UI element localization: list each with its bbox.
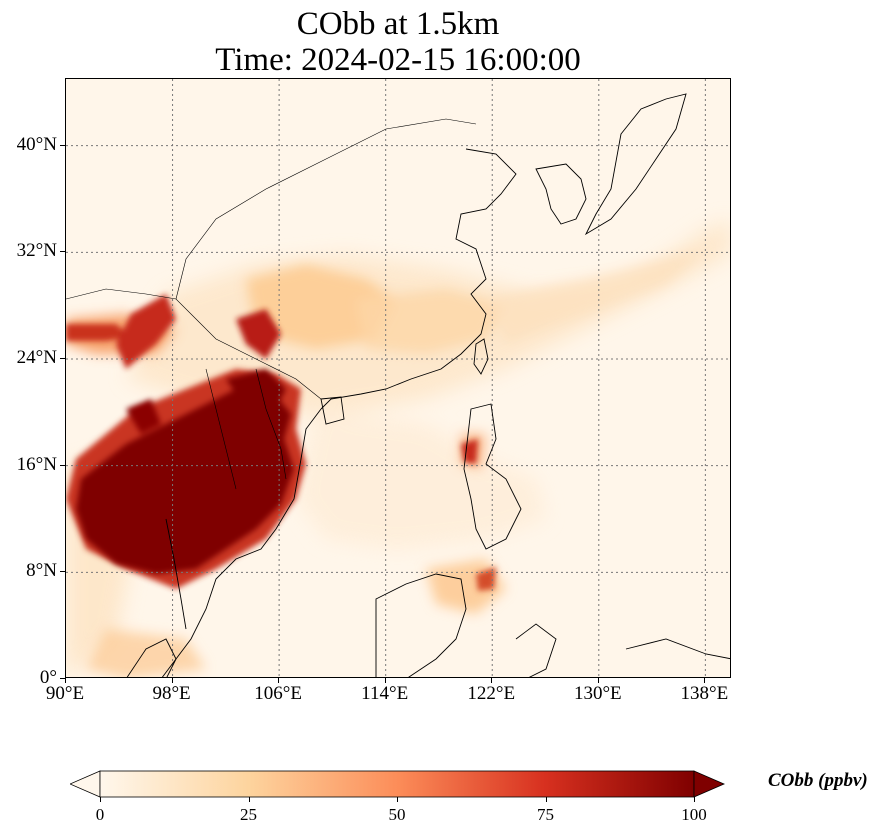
colorbar-tick-mark [100, 797, 101, 802]
lon-tick-mark [278, 678, 280, 683]
coastlines [66, 93, 730, 677]
colorbar-gradient [99, 770, 695, 798]
colorbar-extend-min [70, 770, 101, 798]
lat-tick-label: 0° [39, 667, 57, 688]
lat-tick-mark [60, 678, 65, 679]
lon-tick-label: 106°E [254, 683, 302, 704]
colorbar-label: CObb (ppbv) [768, 770, 868, 791]
lon-tick-mark [491, 678, 493, 683]
lat-tick-mark [60, 464, 65, 466]
colorbar-tick-label: 25 [240, 805, 257, 824]
colorbar [70, 770, 726, 798]
plume-core [76, 369, 294, 574]
lat-tick-mark [60, 251, 65, 253]
colorbar-tick-mark [694, 797, 695, 802]
lon-tick-mark [384, 678, 386, 683]
map-gridlines [66, 79, 730, 677]
colorbar-tick-mark [248, 797, 250, 802]
lat-tick-mark [60, 358, 65, 359]
lat-tick-label: 16°N [16, 453, 57, 475]
colorbar-tick-label: 75 [537, 805, 554, 824]
lon-tick-mark [65, 678, 66, 683]
lat-tick-label: 32°N [16, 240, 57, 262]
lat-tick-mark [60, 571, 65, 573]
colorbar-tick-label: 0 [95, 805, 105, 824]
map-time-subtitle: Time: 2024-02-15 16:00:00 [215, 42, 581, 78]
colorbar-extend-max [693, 770, 726, 798]
lon-tick-label: 138°E [680, 683, 729, 704]
lon-tick-label: 130°E [573, 683, 622, 704]
lon-tick-label: 114°E [361, 683, 409, 704]
lat-tick-mark [60, 144, 65, 146]
lat-tick-label: 24°N [16, 347, 57, 368]
colorbar-tick-mark [397, 797, 398, 802]
lon-tick-mark [597, 678, 599, 683]
lon-tick-label: 98°E [152, 683, 191, 704]
colorbar-tick-mark [545, 797, 547, 802]
map-title: CObb at 1.5km [296, 6, 500, 42]
colorbar-tick-label: 50 [388, 805, 406, 824]
map-plot-area [65, 78, 731, 678]
lon-tick-label: 90°E [45, 683, 85, 704]
lat-tick-label: 8°N [26, 560, 57, 582]
lon-tick-mark [704, 678, 706, 683]
colorbar-tick-label: 100 [681, 805, 707, 824]
concentration-map [66, 79, 730, 677]
plume-moderate [66, 249, 706, 677]
lat-tick-label: 40°N [16, 133, 57, 155]
lon-tick-mark [171, 678, 173, 683]
lon-tick-label: 122°E [467, 683, 516, 704]
